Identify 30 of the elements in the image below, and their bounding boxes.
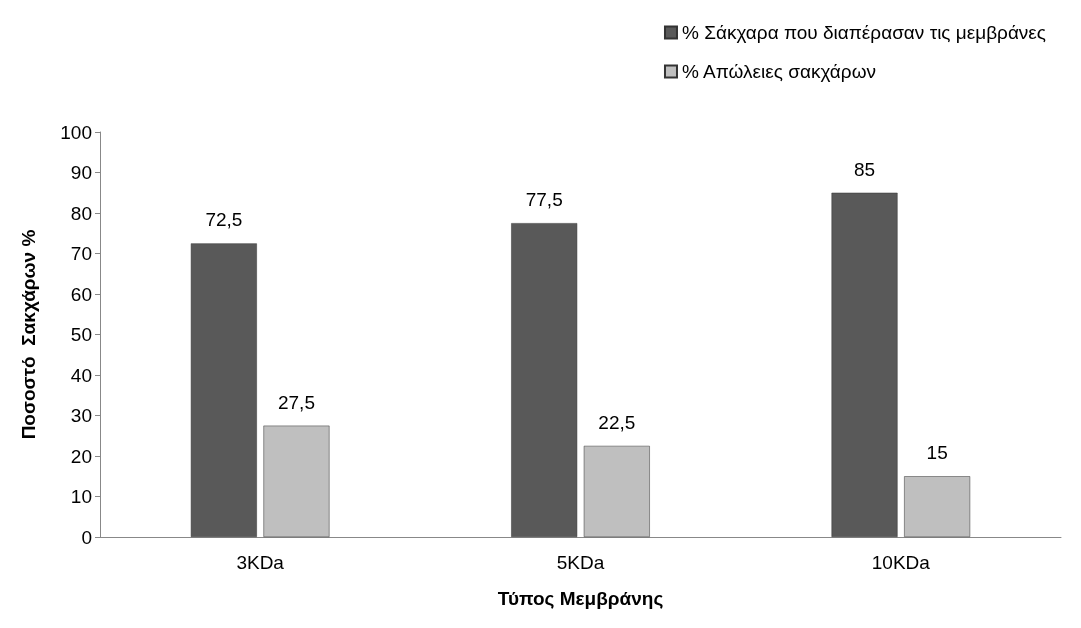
y-tick-label: 100 [60, 121, 92, 143]
data-label: 15 [926, 442, 948, 464]
bar [190, 243, 257, 537]
data-label: 85 [853, 158, 876, 180]
bar [263, 425, 330, 537]
y-tick-label: 30 [70, 405, 92, 426]
y-axis-title: Ποσοστό Σακχάρων % [18, 229, 39, 440]
y-tick-label: 40 [70, 364, 92, 386]
y-tick-label: 0 [81, 526, 92, 548]
bar [831, 192, 898, 537]
y-tick-label: 50 [70, 324, 92, 345]
y-tick-label: 20 [70, 445, 92, 467]
x-tick-label: 3KDa [236, 552, 285, 573]
y-tick-label: 60 [70, 283, 92, 305]
bar [904, 476, 971, 537]
bar [583, 445, 650, 537]
x-axis-title: Τύπος Μεμβράνης [497, 588, 664, 609]
y-tick-label: 70 [70, 243, 92, 264]
x-tick-label: 10KDa [871, 552, 931, 573]
y-tick-label: 10 [70, 486, 92, 507]
legend-label: % Απώλειες σακχάρων [681, 61, 876, 82]
data-label: 27,5 [277, 391, 315, 413]
bar [511, 223, 578, 537]
y-tick-label: 90 [70, 162, 92, 183]
x-tick-label: 5KDa [556, 552, 605, 573]
data-label: 77,5 [525, 189, 563, 211]
y-tick-label: 80 [70, 202, 92, 224]
legend-label: % Σάκχαρα που διαπέρασαν τις μεμβράνες [681, 22, 1046, 43]
data-label: 72,5 [205, 209, 243, 231]
data-label: 22,5 [598, 411, 636, 433]
